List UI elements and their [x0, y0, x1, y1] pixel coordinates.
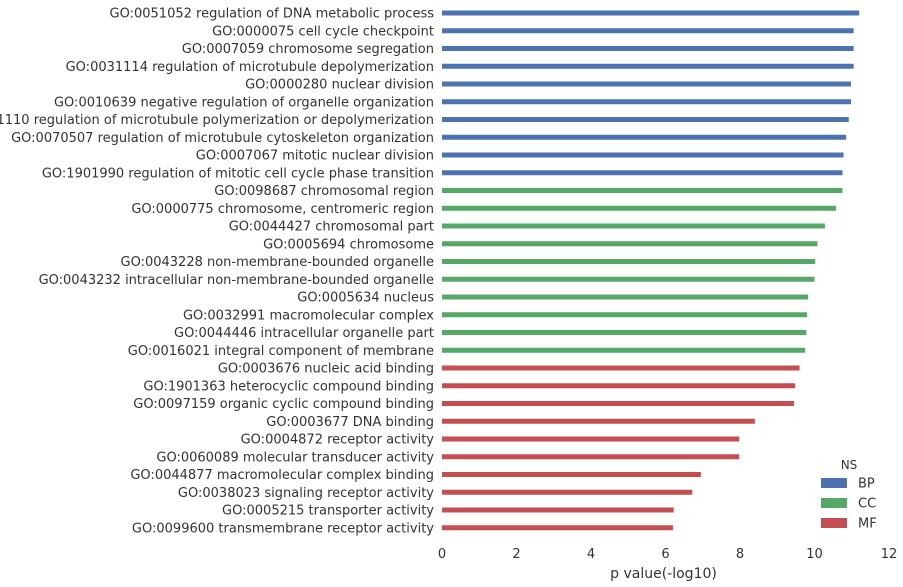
legend-swatch	[821, 478, 847, 488]
category-label: GO:0099600 transmembrane receptor activi…	[132, 521, 434, 536]
legend-title: NS	[841, 458, 858, 472]
bar	[442, 418, 755, 424]
bar	[442, 436, 740, 442]
bar	[442, 223, 825, 229]
bar	[442, 472, 701, 477]
category-label: GO:0038023 signaling receptor activity	[178, 486, 434, 501]
x-tick-label: 2	[512, 547, 520, 562]
category-label: GO:0003676 nucleic acid binding	[218, 362, 434, 377]
bar	[442, 188, 843, 193]
category-label: GO:0005215 transporter activity	[222, 504, 434, 519]
category-label: GO:0032991 macromolecular complex	[183, 308, 434, 323]
bar	[442, 134, 847, 140]
category-label: GO:1901363 heterocyclic compound binding	[143, 379, 434, 394]
category-label: GO:0051052 regulation of DNA metabolic p…	[110, 7, 435, 22]
bar	[442, 365, 800, 371]
category-label: GO:0007067 mitotic nuclear division	[196, 149, 434, 164]
bar	[442, 489, 693, 495]
bar	[442, 259, 816, 264]
category-label: GO:0044877 macromolecular complex bindin…	[130, 468, 434, 483]
category-label: GO:0098687 chromosomal region	[214, 184, 434, 199]
bar	[442, 170, 843, 176]
legend-label: BP	[858, 477, 875, 492]
bar	[442, 507, 674, 513]
bar	[442, 81, 852, 87]
bar	[442, 347, 806, 353]
category-label: GO:0005694 chromosome	[263, 237, 434, 252]
x-axis-title: p value(-log10)	[610, 566, 717, 582]
bar	[442, 294, 809, 300]
x-tick-label: 6	[661, 547, 669, 562]
category-label: GO:0070507 regulation of microtubule cyt…	[11, 131, 434, 146]
bar	[442, 46, 854, 51]
category-label: GO:0043228 non-membrane-bounded organell…	[121, 255, 435, 270]
category-label: GO:0044446 intracellular organelle part	[174, 326, 434, 341]
legend: NS BP CC MF	[821, 458, 877, 532]
bar	[442, 276, 815, 282]
bar	[442, 99, 852, 105]
x-tick-label: 10	[806, 547, 823, 562]
bar	[442, 63, 854, 69]
category-label: GO:0060089 molecular transducer activity	[156, 450, 434, 465]
bar	[442, 525, 673, 531]
category-label: GO:0004872 receptor activity	[241, 433, 435, 448]
category-label: GO:1901990 regulation of mitotic cell cy…	[42, 166, 434, 181]
x-tick-label: 8	[736, 547, 744, 562]
category-label: GO:0000280 nuclear division	[245, 78, 434, 93]
x-tick-label: 12	[881, 547, 898, 562]
category-label: GO:0043232 intracellular non-membrane-bo…	[39, 273, 434, 288]
category-label-layer: GO:0051052 regulation of DNA metabolic p…	[0, 7, 434, 537]
bar	[442, 383, 796, 389]
bar	[442, 241, 818, 247]
bar	[442, 117, 849, 122]
category-label: GO:0031114 regulation of microtubule dep…	[66, 60, 434, 75]
category-label: GO:0007059 chromosome segregation	[182, 42, 434, 57]
bar	[442, 401, 795, 406]
category-label: GO:0097159 organic cyclic compound bindi…	[133, 397, 434, 412]
legend-label: MF	[858, 517, 877, 532]
legend-swatch	[821, 518, 847, 528]
bar	[442, 152, 844, 158]
bar	[442, 312, 808, 318]
bar	[442, 28, 854, 34]
category-label: GO:0031110 regulation of microtubule pol…	[0, 113, 434, 128]
x-tick-layer: 0 2 4 6 8 10 12	[438, 547, 897, 562]
category-label: GO:0000075 cell cycle checkpoint	[212, 24, 434, 39]
category-label: GO:0010639 negative regulation of organe…	[54, 95, 434, 110]
category-label: GO:0003677 DNA binding	[266, 415, 434, 430]
legend-label: CC	[858, 497, 876, 512]
bar	[442, 454, 740, 460]
bar	[442, 10, 860, 16]
x-tick-label: 0	[438, 547, 446, 562]
x-tick-label: 4	[587, 547, 595, 562]
category-label: GO:0005634 nucleus	[297, 291, 434, 306]
bar	[442, 330, 807, 335]
category-label: GO:0044427 chromosomal part	[229, 220, 434, 235]
category-label: GO:0016021 integral component of membran…	[128, 344, 434, 359]
category-label: GO:0000775 chromosome, centromeric regio…	[131, 202, 434, 217]
legend-swatch	[821, 498, 847, 508]
bar	[442, 205, 837, 211]
bar-layer	[442, 10, 860, 531]
